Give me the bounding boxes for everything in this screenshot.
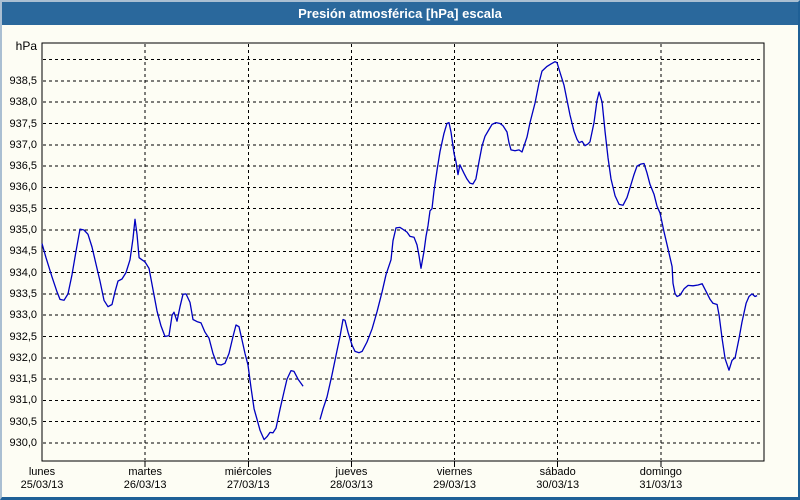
y-tick-label: 934,0 bbox=[9, 266, 37, 279]
y-tick-label: 934,5 bbox=[9, 245, 37, 258]
y-tick-label: 935,0 bbox=[9, 224, 37, 236]
y-tick-label: 935,5 bbox=[9, 202, 37, 215]
day-date: 29/03/13 bbox=[433, 479, 476, 491]
day-name: sábado bbox=[539, 466, 576, 478]
y-tick-label: 938,5 bbox=[9, 74, 37, 87]
y-tick-label: 932,5 bbox=[9, 330, 37, 343]
day-name: miércoles bbox=[224, 466, 272, 478]
y-tick-label: 933,0 bbox=[9, 309, 37, 322]
x-day-label: viernes 29/03/13 bbox=[407, 466, 503, 492]
pressure-line bbox=[41, 218, 304, 441]
x-day-label: miércoles 27/03/13 bbox=[200, 466, 296, 492]
x-day-label: lunes 25/03/13 bbox=[2, 466, 90, 492]
day-date: 27/03/13 bbox=[226, 479, 270, 491]
y-tick-label: 933,5 bbox=[9, 287, 37, 300]
y-tick-label: 938,0 bbox=[9, 96, 37, 109]
pressure-line bbox=[319, 61, 758, 420]
x-day-label: martes 26/03/13 bbox=[97, 466, 193, 492]
day-date: 31/03/13 bbox=[639, 479, 683, 491]
day-name: viernes bbox=[436, 466, 473, 478]
x-day-label: sábado 30/03/13 bbox=[510, 466, 606, 492]
day-date: 28/03/13 bbox=[330, 479, 373, 491]
window-title: Presión atmosférica [hPa] escala bbox=[2, 2, 798, 25]
y-tick-label: 936,0 bbox=[9, 181, 37, 194]
day-date: 30/03/13 bbox=[536, 479, 580, 491]
y-tick-label: 937,0 bbox=[9, 138, 37, 151]
y-tick-label: 931,0 bbox=[9, 394, 37, 407]
day-name: jueves bbox=[335, 466, 368, 478]
y-axis-unit-label: hPa bbox=[15, 39, 37, 53]
day-date: 26/03/13 bbox=[123, 479, 167, 491]
plot-border bbox=[41, 42, 765, 462]
y-tick-label: 936,5 bbox=[9, 160, 37, 173]
day-name: martes bbox=[128, 466, 162, 478]
y-tick-label: 937,5 bbox=[9, 117, 37, 130]
day-name: lunes bbox=[28, 466, 56, 478]
day-name: domingo bbox=[639, 466, 682, 478]
x-day-label: domingo 31/03/13 bbox=[613, 466, 709, 492]
y-tick-label: 932,0 bbox=[9, 351, 37, 364]
y-tick-label: 930,0 bbox=[9, 437, 37, 449]
y-tick-label: 930,5 bbox=[9, 415, 37, 428]
x-day-label: jueves 28/03/13 bbox=[303, 466, 399, 492]
y-tick-label: 931,5 bbox=[9, 373, 37, 386]
day-date: 25/03/13 bbox=[20, 479, 64, 491]
